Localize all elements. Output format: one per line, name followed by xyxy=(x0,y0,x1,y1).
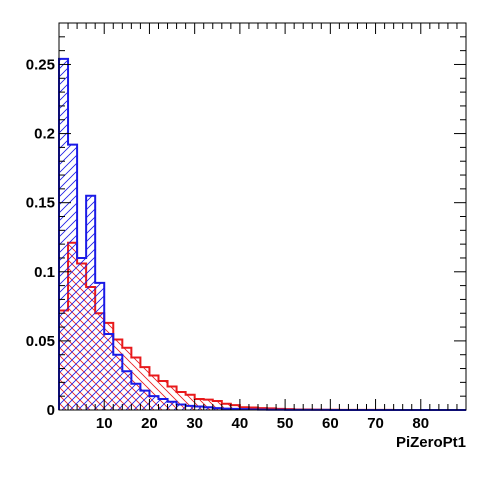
histogram-bin xyxy=(122,371,131,410)
histogram-bin xyxy=(149,396,158,410)
histogram-bin xyxy=(59,59,68,410)
x-tick-label: 80 xyxy=(412,415,429,432)
histogram-bin xyxy=(168,402,177,410)
x-tick-label: 20 xyxy=(141,415,158,432)
y-tick-label: 0.2 xyxy=(34,126,55,143)
y-tick-label: 0.25 xyxy=(26,56,55,73)
y-tick-label: 0.05 xyxy=(26,333,55,350)
x-tick-label: 60 xyxy=(322,415,339,432)
x-tick-label: 70 xyxy=(367,415,384,432)
histogram-bin xyxy=(77,258,86,410)
histogram-bin xyxy=(158,399,167,410)
x-tick-label: 40 xyxy=(232,415,249,432)
histogram-bin xyxy=(104,334,113,410)
y-tick-label: 0.1 xyxy=(34,264,55,281)
histogram-bin xyxy=(86,196,95,410)
y-tick-label: 0.15 xyxy=(26,195,55,212)
histogram-bin xyxy=(131,384,140,410)
x-tick-label: 30 xyxy=(186,415,203,432)
histogram-bin xyxy=(95,283,104,410)
y-tick-label: 0 xyxy=(47,402,55,419)
x-tick-label: 50 xyxy=(277,415,294,432)
histogram-bin xyxy=(68,145,77,410)
x-tick-label: 10 xyxy=(96,415,113,432)
histogram-bin xyxy=(113,355,122,410)
x-axis-title: PiZeroPt1 xyxy=(396,434,466,451)
histogram-bin xyxy=(140,391,149,410)
